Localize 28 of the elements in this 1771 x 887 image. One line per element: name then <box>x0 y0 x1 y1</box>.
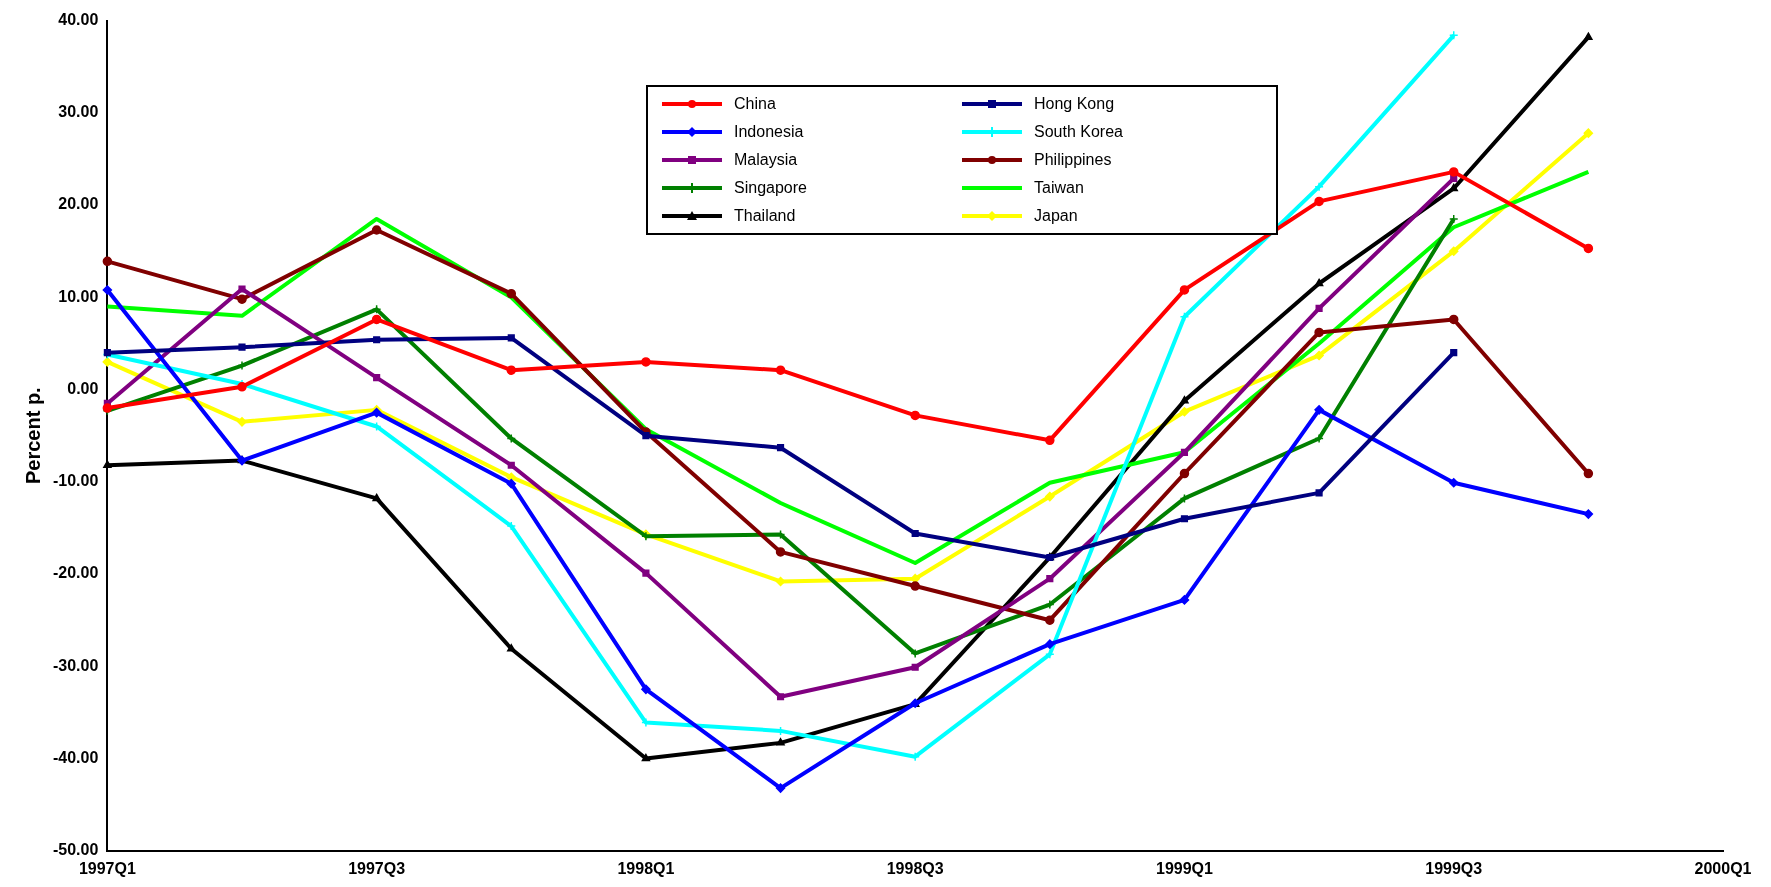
legend-label: Philippines <box>1034 151 1112 169</box>
x-tick-label: 1999Q1 <box>1155 859 1214 877</box>
legend-label: Singapore <box>734 179 807 197</box>
y-tick-label: -20.00 <box>52 564 99 582</box>
y-tick-label: 30.00 <box>58 103 99 121</box>
legend-label: China <box>734 95 776 113</box>
x-tick-label: 1997Q1 <box>78 859 136 877</box>
legend-label: Indonesia <box>734 123 804 141</box>
y-tick-label: 20.00 <box>58 195 99 213</box>
x-tick-label: 2000Q1 <box>1694 859 1752 877</box>
y-tick-label: -10.00 <box>52 472 99 490</box>
legend-label: Hong Kong <box>1034 95 1115 113</box>
y-tick-label: -40.00 <box>52 748 99 766</box>
y-axis-title: Percent p. <box>21 387 44 485</box>
legend-label: Taiwan <box>1034 179 1084 197</box>
y-tick-label: 10.00 <box>58 287 99 305</box>
legend-label: Japan <box>1034 207 1078 225</box>
x-tick-label: 1999Q3 <box>1425 859 1483 877</box>
x-tick-label: 1998Q3 <box>886 859 944 877</box>
y-tick-label: -30.00 <box>52 656 99 674</box>
y-tick-label: -50.00 <box>52 841 99 859</box>
y-tick-label: 0.00 <box>67 379 99 397</box>
x-tick-label: 1998Q1 <box>617 859 675 877</box>
y-tick-label: 40.00 <box>58 11 99 29</box>
x-tick-label: 1997Q3 <box>348 859 406 877</box>
legend-label: Thailand <box>734 207 796 225</box>
legend-label: Malaysia <box>734 151 798 169</box>
legend-label: South Korea <box>1034 123 1123 141</box>
